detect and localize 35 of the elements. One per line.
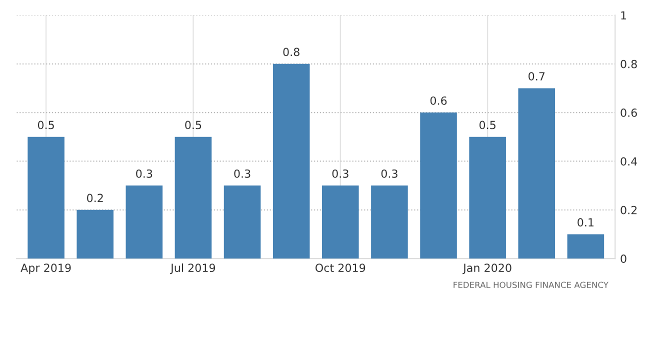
bar bbox=[126, 186, 163, 259]
x-tick-label: Apr 2019 bbox=[20, 264, 71, 274]
data-label: 0.5 bbox=[479, 120, 496, 130]
data-label: 0.5 bbox=[38, 120, 54, 130]
data-label: 0.6 bbox=[430, 96, 447, 105]
data-label: 0.2 bbox=[87, 194, 103, 202]
y-tick-label: 0.2 bbox=[620, 206, 637, 214]
y-tick-label: 1 bbox=[621, 11, 626, 20]
bar bbox=[28, 136, 64, 259]
data-label: 0.8 bbox=[283, 48, 300, 56]
bar bbox=[76, 210, 114, 259]
data-label: 0.3 bbox=[234, 169, 250, 178]
bar bbox=[567, 234, 604, 259]
bar bbox=[272, 64, 310, 259]
bar bbox=[469, 136, 506, 259]
y-tick-label: 0 bbox=[620, 254, 626, 263]
bar bbox=[224, 186, 261, 259]
y-tick-label: 0.4 bbox=[620, 157, 638, 166]
bar bbox=[420, 112, 457, 259]
text: FEDERAL HOUSING FINANCE AGENCY bbox=[454, 282, 608, 288]
y-tick-label: 0.8 bbox=[620, 60, 637, 68]
x-tick-label: Jul 2019 bbox=[170, 263, 216, 274]
bar bbox=[174, 136, 212, 259]
data-label: 0.3 bbox=[332, 169, 348, 178]
data-label: 0.5 bbox=[185, 120, 202, 130]
data-label: 0.7 bbox=[528, 72, 545, 81]
y-tick-label: 0.6 bbox=[620, 108, 637, 117]
bar bbox=[518, 88, 556, 259]
x-tick-label: Oct 2019 bbox=[316, 264, 366, 272]
data-label: 0.1 bbox=[578, 218, 594, 227]
bar bbox=[371, 186, 408, 259]
bar bbox=[322, 186, 359, 259]
data-label: 0.3 bbox=[381, 169, 398, 178]
data-label: 0.3 bbox=[136, 169, 152, 178]
x-tick-label: Jan 2020 bbox=[462, 264, 512, 274]
